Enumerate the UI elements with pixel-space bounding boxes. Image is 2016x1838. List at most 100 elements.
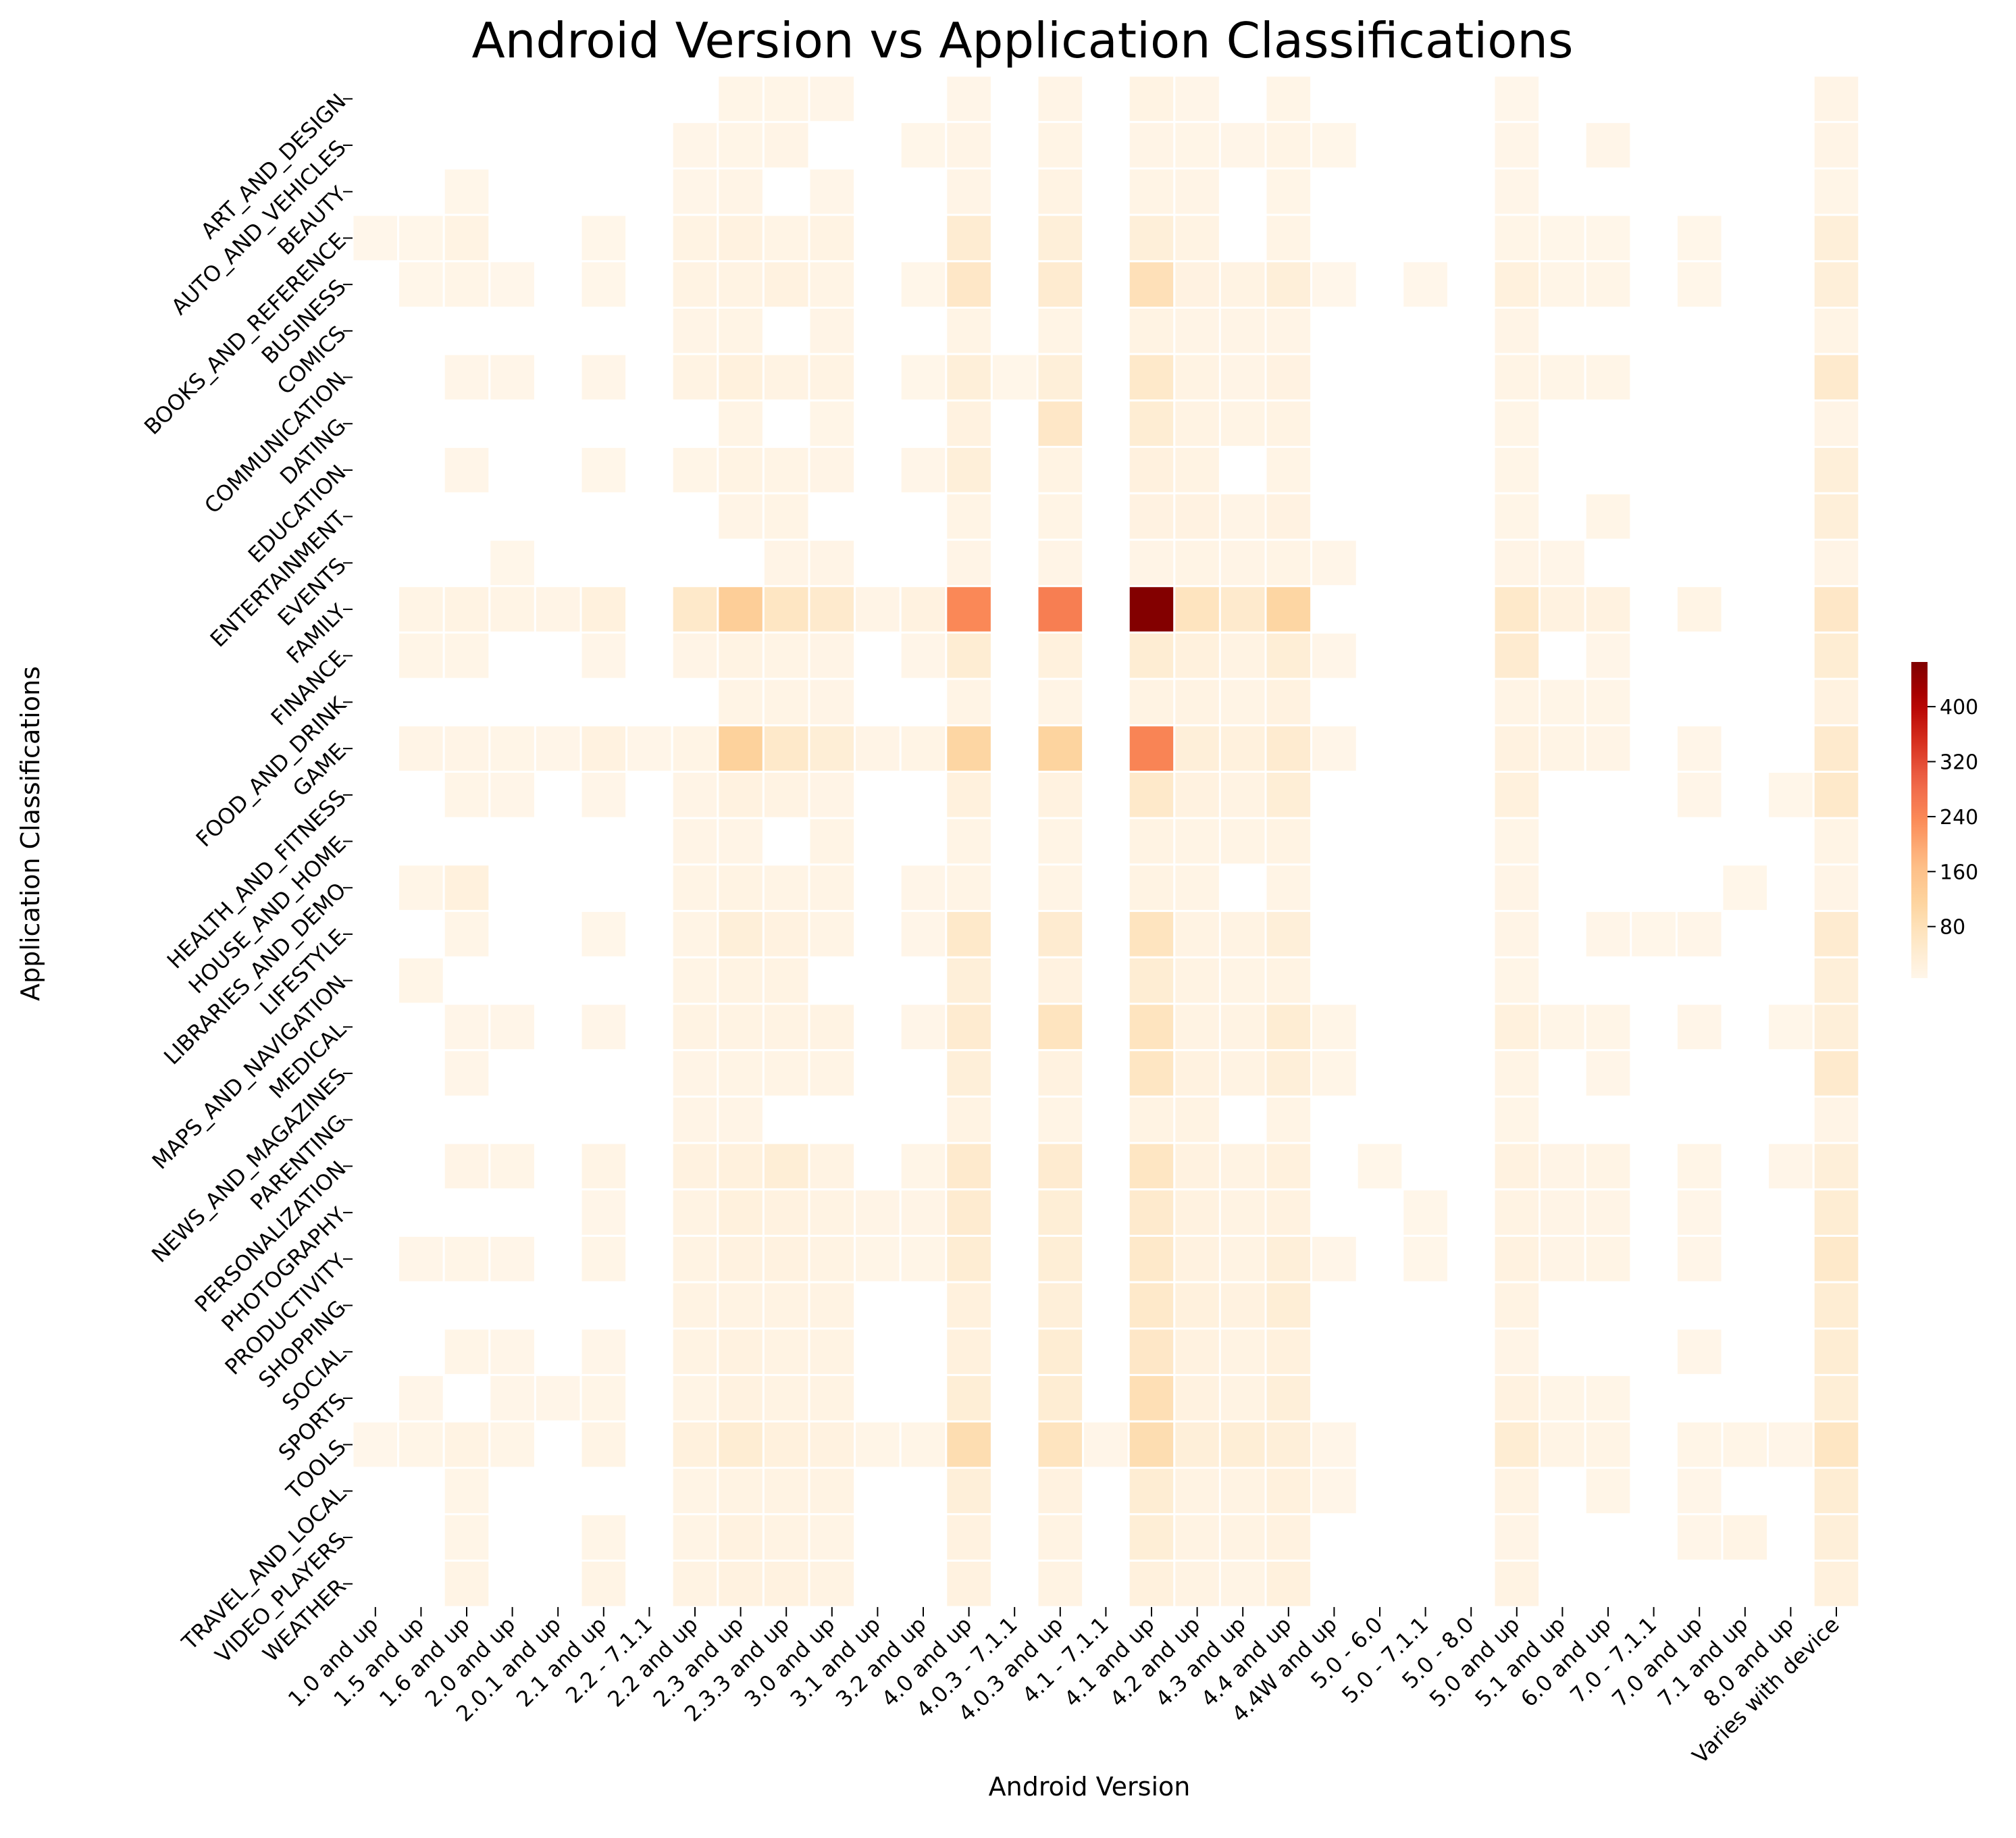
heatmap-cell bbox=[1127, 1513, 1176, 1562]
heatmap-cell bbox=[1036, 1188, 1085, 1237]
heatmap-cell bbox=[1173, 631, 1221, 680]
heatmap-cell bbox=[671, 213, 719, 263]
heatmap-cell bbox=[717, 260, 765, 309]
heatmap-cell bbox=[671, 585, 719, 634]
heatmap-cell bbox=[1493, 1002, 1541, 1052]
heatmap-cell bbox=[945, 538, 993, 588]
heatmap-cell bbox=[1493, 399, 1541, 449]
heatmap-cell bbox=[442, 1559, 491, 1608]
heatmap-cell bbox=[579, 446, 628, 494]
colorbar-tick-label: 320 bbox=[1940, 751, 1978, 775]
heatmap-cell bbox=[899, 1142, 948, 1191]
heatmap-cell bbox=[1127, 1235, 1176, 1283]
heatmap-cell bbox=[351, 1420, 400, 1469]
heatmap-cell bbox=[1721, 1420, 1769, 1469]
heatmap-cell bbox=[1264, 1281, 1313, 1330]
heatmap-cell bbox=[671, 260, 719, 309]
heatmap-cell bbox=[808, 817, 856, 866]
heatmap-cell bbox=[442, 1002, 491, 1052]
heatmap-cell bbox=[671, 353, 719, 402]
heatmap-cell bbox=[1173, 1466, 1221, 1516]
heatmap-cell bbox=[488, 538, 536, 588]
heatmap-cell bbox=[945, 1049, 993, 1098]
heatmap-cell bbox=[1539, 724, 1586, 773]
heatmap-cell bbox=[899, 910, 948, 959]
heatmap-cell bbox=[717, 446, 765, 494]
heatmap-cell bbox=[808, 724, 856, 773]
heatmap-cell bbox=[1812, 1374, 1861, 1423]
heatmap-cell bbox=[579, 771, 628, 819]
heatmap-cell bbox=[1264, 817, 1313, 866]
heatmap-cell bbox=[899, 863, 948, 913]
heatmap-cell bbox=[671, 446, 719, 494]
heatmap-cell bbox=[808, 213, 856, 263]
heatmap-cell bbox=[1584, 910, 1632, 959]
heatmap-cell bbox=[1767, 1142, 1815, 1191]
heatmap-cell bbox=[899, 260, 948, 309]
heatmap-cell bbox=[488, 260, 536, 309]
heatmap-cell bbox=[1127, 1281, 1176, 1330]
heatmap-cell bbox=[1812, 213, 1861, 263]
heatmap-cell bbox=[1036, 1002, 1085, 1052]
heatmap-cell bbox=[488, 1235, 536, 1283]
heatmap-cell bbox=[808, 260, 856, 309]
heatmap-cell bbox=[1584, 353, 1632, 402]
heatmap-cell bbox=[1218, 1235, 1267, 1283]
heatmap-cell bbox=[1173, 1281, 1221, 1330]
heatmap-cell bbox=[1812, 1513, 1861, 1562]
heatmap-cell bbox=[671, 1142, 719, 1191]
heatmap-cell bbox=[1812, 1420, 1861, 1469]
heatmap-cell bbox=[1721, 863, 1769, 913]
heatmap-cell bbox=[1310, 538, 1358, 588]
heatmap-cell bbox=[1584, 1466, 1632, 1516]
heatmap-cell bbox=[945, 492, 993, 541]
heatmap-cell bbox=[945, 585, 993, 634]
heatmap-cell bbox=[762, 678, 810, 727]
heatmap-cell bbox=[488, 1142, 536, 1191]
heatmap-cell bbox=[1264, 585, 1313, 634]
heatmap-cell bbox=[1264, 353, 1313, 402]
heatmap-cell bbox=[579, 1327, 628, 1377]
heatmap-cell bbox=[442, 585, 491, 634]
heatmap-cell bbox=[1493, 538, 1541, 588]
heatmap-cell bbox=[762, 353, 810, 402]
heatmap-cell bbox=[671, 1049, 719, 1098]
heatmap-cell bbox=[1173, 1235, 1221, 1283]
heatmap-cell bbox=[762, 446, 810, 494]
heatmap-cell bbox=[717, 307, 765, 355]
heatmap-cell bbox=[1127, 678, 1176, 727]
heatmap-cell bbox=[717, 817, 765, 866]
heatmap-cell bbox=[717, 724, 765, 773]
heatmap-cell bbox=[1127, 817, 1176, 866]
heatmap-cell bbox=[488, 1374, 536, 1423]
heatmap-cell bbox=[1493, 724, 1541, 773]
heatmap-cell bbox=[579, 1142, 628, 1191]
heatmap-cell bbox=[1493, 863, 1541, 913]
heatmap-cell bbox=[1173, 353, 1221, 402]
heatmap-cell bbox=[1173, 260, 1221, 309]
heatmap-cell bbox=[579, 631, 628, 680]
heatmap-cell bbox=[1264, 538, 1313, 588]
heatmap-cell bbox=[1173, 724, 1221, 773]
heatmap-cell bbox=[808, 1142, 856, 1191]
heatmap-cell bbox=[1127, 771, 1176, 819]
colorbar-tick-label: 240 bbox=[1940, 806, 1978, 829]
heatmap-cell bbox=[808, 1420, 856, 1469]
heatmap-cell bbox=[1173, 1049, 1221, 1098]
chart-title: Android Version vs Application Classific… bbox=[471, 12, 1573, 69]
heatmap-cell bbox=[1675, 585, 1724, 634]
heatmap-cell bbox=[442, 167, 491, 216]
heatmap-cell bbox=[854, 1188, 902, 1237]
heatmap-cell bbox=[1812, 1281, 1861, 1330]
heatmap-cell bbox=[1218, 1188, 1267, 1237]
heatmap-cell bbox=[1036, 631, 1085, 680]
heatmap-cell bbox=[1218, 492, 1267, 541]
heatmap-cell bbox=[397, 631, 445, 680]
heatmap-cell bbox=[1584, 1374, 1632, 1423]
heatmap-cell bbox=[1036, 585, 1085, 634]
heatmap-cell bbox=[397, 863, 445, 913]
heatmap-cell bbox=[1127, 1374, 1176, 1423]
heatmap-cell bbox=[1264, 492, 1313, 541]
heatmap-cell bbox=[671, 1513, 719, 1562]
